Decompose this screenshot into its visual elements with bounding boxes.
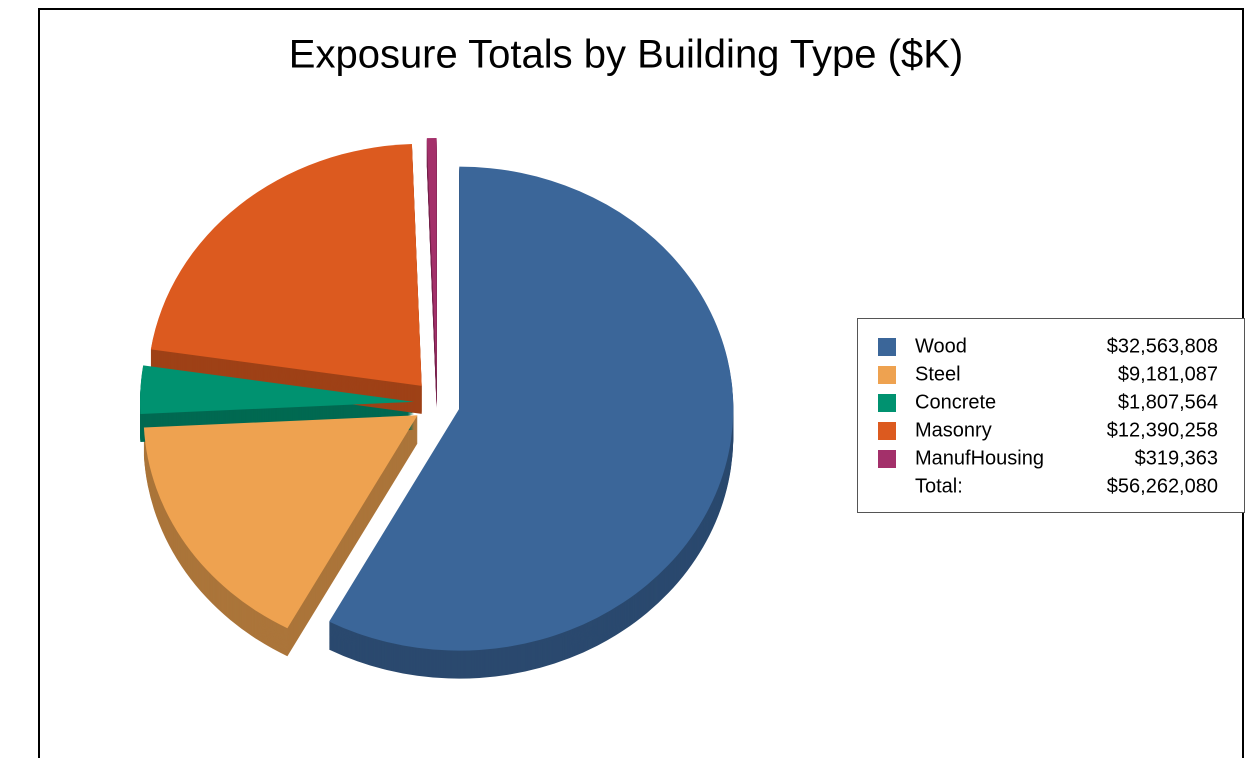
legend-value: $12,390,258 [1107,419,1218,441]
legend-value: $319,363 [1135,447,1218,469]
legend-swatch [878,338,896,356]
legend-swatch [878,394,896,412]
legend-swatch [878,422,896,440]
pie-slice [426,138,437,381]
legend-swatch [878,450,896,468]
pie-slice [143,415,418,629]
legend-label: Masonry [915,419,992,441]
legend-value: $32,563,808 [1107,335,1218,357]
legend-value: $9,181,087 [1118,363,1218,385]
legend-label: Steel [915,363,961,385]
pie-slice [150,143,422,386]
legend-box [857,318,1245,513]
legend-value: $1,807,564 [1118,391,1218,413]
legend-label: Wood [915,335,967,357]
pie-tops [140,138,734,651]
legend-total-value: $56,262,080 [1107,475,1218,497]
pie-slice [140,365,415,415]
legend-swatch [878,366,896,384]
legend-total-label: Total: [915,475,963,497]
pie-slice [329,166,734,651]
legend-label: Concrete [915,391,996,413]
legend-label: ManufHousing [915,447,1044,469]
chart-title: Exposure Totals by Building Type ($K) [289,33,963,77]
